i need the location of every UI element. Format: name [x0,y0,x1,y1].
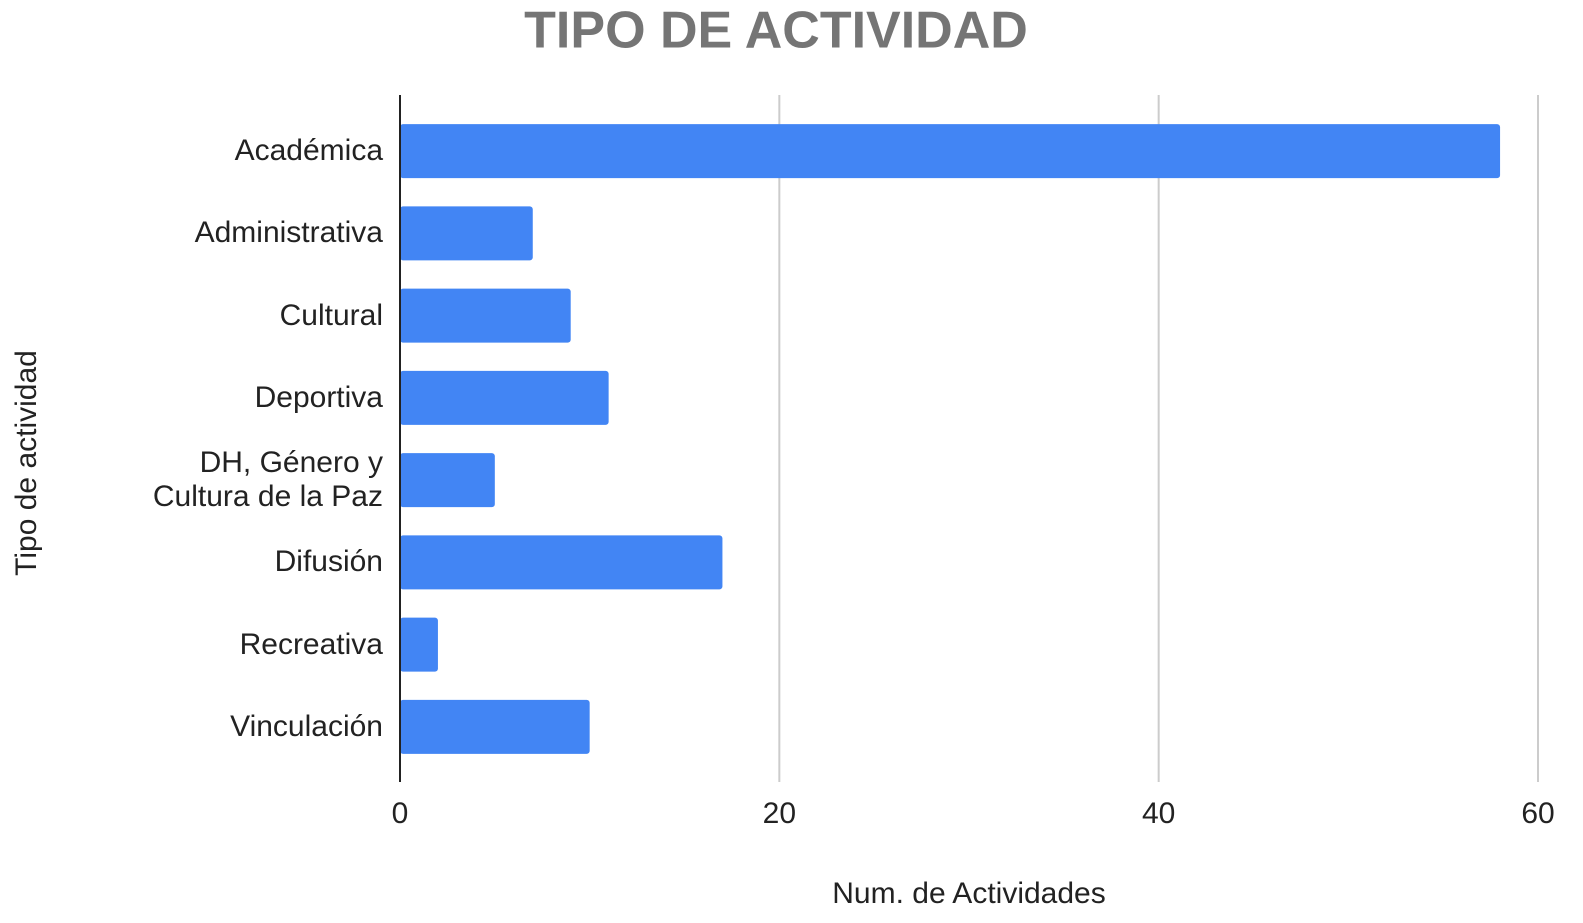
y-tick-label: Vinculación [230,709,383,743]
y-tick-label: Difusión [274,545,383,579]
x-axis-label: Num. de Actividades [832,877,1105,910]
y-tick-label: Administrativa [194,216,383,250]
bar [400,206,533,261]
y-tick-label: Cultural [279,298,383,332]
bar [400,535,723,590]
x-tick-label: 40 [1142,797,1175,830]
bar [400,617,438,672]
y-tick-label: Académica [234,134,383,168]
x-tick-label: 0 [392,797,409,830]
y-tick-label: Recreativa [239,627,383,661]
bar [400,370,609,425]
y-tick-label: Deportiva [254,380,383,414]
chart-title: TIPO DE ACTIVIDAD [524,2,1028,60]
bar [400,699,590,754]
y-axis-label: Tipo de actividad [10,350,43,576]
x-tick-label: 20 [763,797,796,830]
x-tick-label: 60 [1521,797,1554,830]
bar [400,453,495,508]
bar [400,124,1501,179]
y-tick-label: DH, Género y Cultura de la Paz [152,446,383,514]
bar [400,288,571,343]
